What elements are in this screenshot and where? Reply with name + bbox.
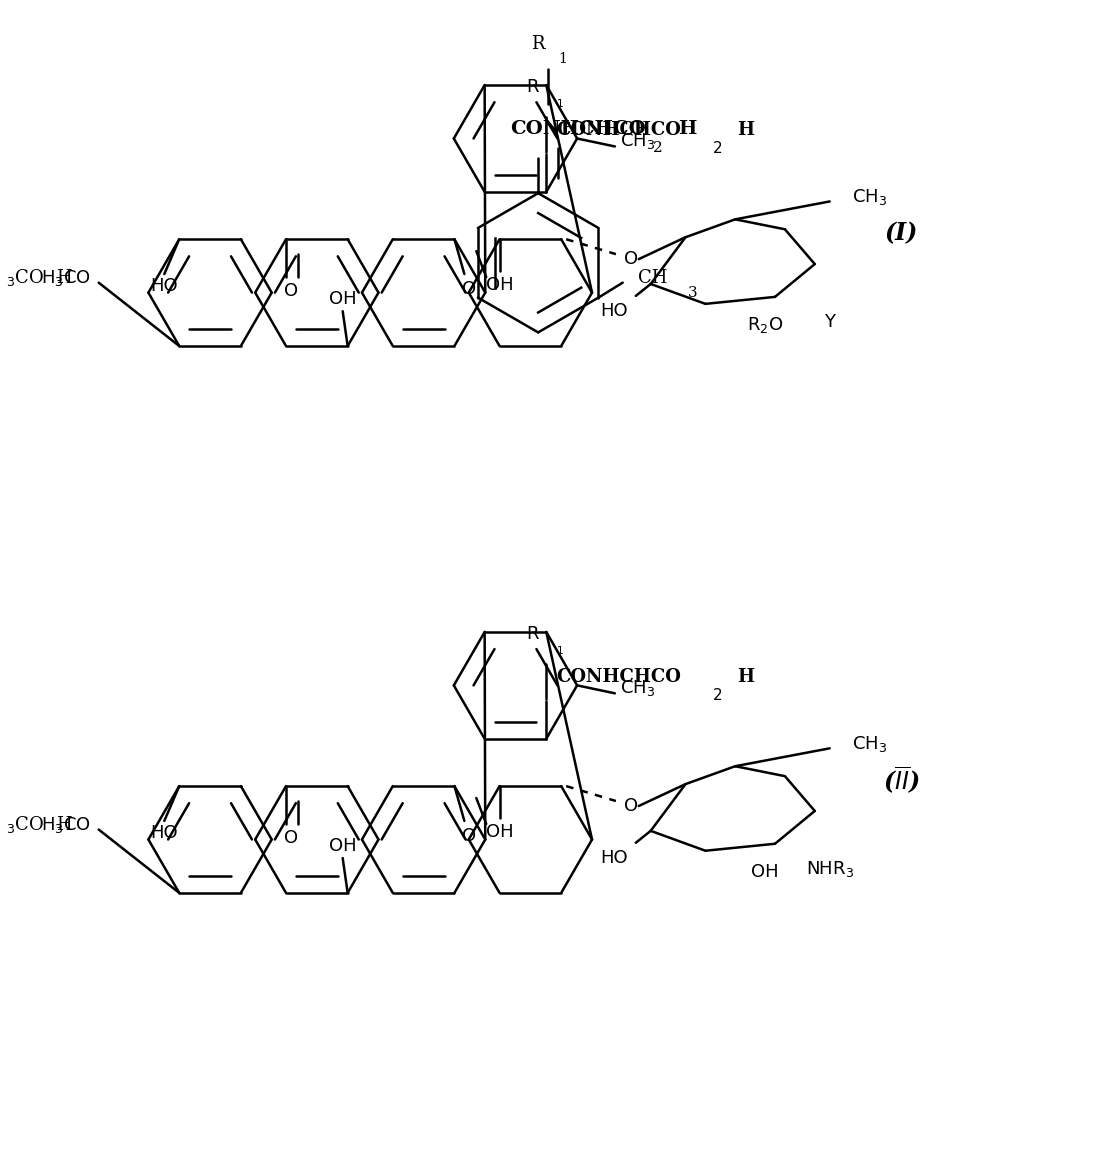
Text: H$_3$CO: H$_3$CO <box>40 815 91 834</box>
Text: 2: 2 <box>653 142 662 155</box>
Text: H: H <box>56 268 72 287</box>
Text: ($\overline{II}$): ($\overline{II}$) <box>883 764 920 795</box>
Text: R: R <box>532 35 545 53</box>
Text: $_3$CO: $_3$CO <box>5 267 44 288</box>
Text: R: R <box>526 625 538 643</box>
Text: $_3$CO: $_3$CO <box>5 814 44 836</box>
Text: O: O <box>624 796 638 815</box>
Text: OH: OH <box>486 823 513 841</box>
Text: CONHCHCO: CONHCHCO <box>556 121 682 139</box>
Text: H$_3$CO: H$_3$CO <box>40 268 91 288</box>
Text: OH: OH <box>752 862 779 881</box>
Text: H: H <box>737 121 754 139</box>
Text: H: H <box>56 816 72 833</box>
Text: OH: OH <box>329 290 357 308</box>
Text: 1: 1 <box>559 52 568 66</box>
Text: Y: Y <box>824 313 835 330</box>
Text: CH$_3$: CH$_3$ <box>620 131 655 152</box>
Text: CH: CH <box>638 268 667 287</box>
Text: HO: HO <box>151 277 178 295</box>
Text: OH: OH <box>329 837 357 855</box>
Text: CH$_3$: CH$_3$ <box>851 734 887 754</box>
Text: O: O <box>284 282 298 300</box>
Text: HO: HO <box>601 848 628 867</box>
Text: 2: 2 <box>712 687 722 702</box>
Text: H: H <box>737 668 754 686</box>
Text: CH$_3$: CH$_3$ <box>620 678 655 699</box>
Text: (I): (I) <box>884 221 918 245</box>
Text: HO: HO <box>601 302 628 320</box>
Text: 2: 2 <box>712 140 722 155</box>
Text: O: O <box>284 829 298 847</box>
Text: $_1$: $_1$ <box>556 94 565 109</box>
Text: O: O <box>463 280 476 298</box>
Text: CONHCHCO: CONHCHCO <box>510 120 645 138</box>
Text: NHR$_3$: NHR$_3$ <box>805 859 853 878</box>
Text: H: H <box>678 120 697 138</box>
Text: R: R <box>526 78 538 97</box>
Text: CONHCHCO: CONHCHCO <box>556 668 682 686</box>
Text: HO: HO <box>151 824 178 841</box>
Text: $_1$: $_1$ <box>556 642 565 657</box>
Text: 3: 3 <box>687 285 697 299</box>
Text: O: O <box>463 826 476 845</box>
Text: R$_2$O: R$_2$O <box>747 314 783 335</box>
Text: O: O <box>624 250 638 268</box>
Text: OH: OH <box>486 276 513 294</box>
Text: CH$_3$: CH$_3$ <box>851 188 887 207</box>
